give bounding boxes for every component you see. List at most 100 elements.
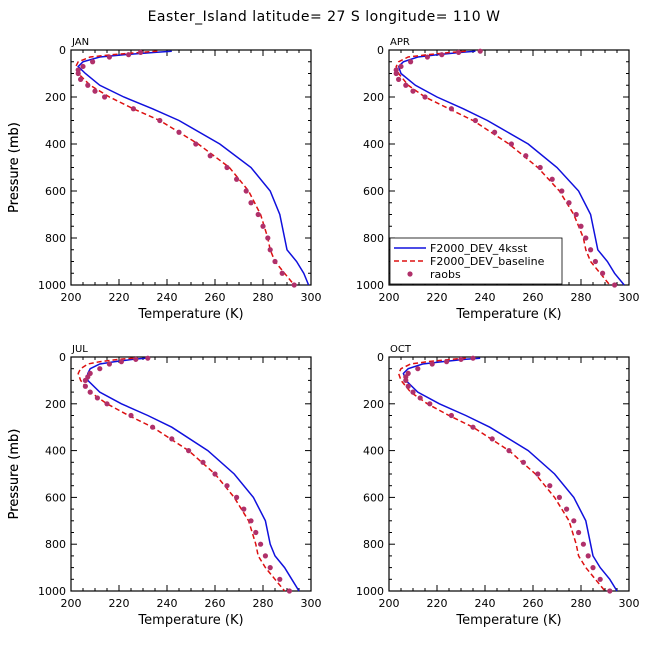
panel-title: JUL [71, 344, 88, 355]
raobs-point [272, 258, 278, 265]
x-axis-label: Temperature (K) [137, 613, 243, 628]
raobs-point [549, 176, 555, 182]
x-tick-label: 200 [61, 597, 82, 610]
raobs-point [255, 211, 261, 218]
y-tick-label: 200 [363, 398, 384, 411]
y-tick-label: 1000 [356, 279, 384, 292]
raobs-point [422, 94, 428, 100]
x-tick-label: 200 [379, 597, 400, 610]
raobs-point [448, 412, 454, 419]
panel-title: OCT [390, 344, 412, 355]
y-tick-label: 800 [45, 538, 66, 551]
raobs-point [80, 63, 86, 70]
raobs-point [106, 54, 112, 60]
raobs-point [489, 436, 495, 442]
raobs-point [547, 483, 553, 489]
plot-frame [70, 49, 312, 286]
raobs-point [578, 223, 584, 229]
raobs-point [439, 52, 445, 58]
raobs-point [200, 459, 206, 465]
x-tick-label: 280 [253, 291, 274, 304]
raobs-point [104, 401, 110, 407]
raobs-point [556, 494, 563, 500]
raobs-point [85, 82, 91, 88]
raobs-point [470, 424, 476, 430]
raobs-point [585, 553, 591, 559]
raobs-point [133, 356, 139, 362]
raobs-point [398, 63, 404, 70]
x-tick-label: 220 [109, 597, 130, 610]
x-tick-label: 260 [205, 597, 226, 610]
raobs-point [212, 471, 218, 477]
raobs-point [260, 223, 266, 229]
raobs-point [607, 588, 613, 594]
raobs-point [403, 82, 409, 88]
raobs-point [588, 247, 594, 253]
baseline-series-line [395, 50, 611, 286]
raobs-point [130, 106, 136, 112]
raobs-point [448, 106, 454, 112]
raobs-point [176, 129, 182, 135]
raobs-point [94, 395, 100, 401]
x-tick-label: 300 [619, 597, 640, 610]
raobs-point [424, 54, 430, 60]
legend-label: F2000_DEV_baseline [430, 255, 545, 268]
x-tick-label: 280 [571, 291, 592, 304]
raobs-point [90, 59, 96, 65]
x-tick-label: 300 [619, 291, 640, 304]
y-tick-label: 800 [363, 232, 384, 245]
raobs-point [408, 59, 414, 65]
x-tick-label: 260 [205, 291, 226, 304]
raobs-point [396, 76, 402, 82]
4ksst-series-line [397, 50, 625, 286]
raobs-point [145, 355, 151, 361]
raobs-point [138, 49, 144, 55]
4ksst-series-line [77, 50, 310, 286]
x-tick-label: 240 [475, 597, 496, 610]
raobs-point [393, 70, 399, 77]
panel-title: APR [390, 37, 410, 48]
raobs-point [564, 506, 570, 512]
y-tick-label: 600 [45, 185, 66, 198]
y-tick-label: 800 [363, 538, 384, 551]
x-tick-label: 220 [427, 291, 448, 304]
raobs-point [82, 383, 88, 389]
y-tick-label: 0 [59, 351, 66, 364]
4ksst-series-line [402, 357, 618, 592]
raobs-point [520, 459, 527, 465]
raobs-point [597, 576, 603, 582]
legend-raobs-marker [407, 271, 413, 277]
figure-title: Easter_Island latitude= 27 S longitude= … [148, 9, 501, 25]
raobs-point [248, 518, 254, 524]
raobs-point [417, 395, 423, 401]
panel-jan: 200 220 240 260 280 300 0 200 400 600 800 1000 JAN Te… [7, 37, 322, 322]
4ksst-series-line [87, 357, 300, 592]
raobs-point [157, 117, 163, 124]
raobs-point [106, 361, 112, 367]
raobs-point [248, 200, 254, 206]
raobs-point [470, 355, 476, 361]
y-tick-label: 0 [59, 44, 66, 57]
baseline-series-line [397, 357, 606, 592]
y-tick-label: 0 [377, 351, 384, 364]
legend-label: F2000_DEV_4ksst [430, 242, 528, 255]
x-tick-label: 260 [523, 597, 544, 610]
raobs-point [592, 258, 599, 265]
legend-label: raobs [430, 268, 461, 281]
raobs-point [279, 270, 285, 276]
y-tick-label: 200 [45, 91, 66, 104]
raobs-point [410, 88, 416, 94]
raobs-point [128, 412, 134, 419]
y-tick-label: 400 [363, 445, 384, 458]
raobs-point [566, 200, 572, 206]
raobs-point [456, 49, 462, 55]
raobs-point [590, 565, 596, 571]
y-tick-label: 400 [45, 138, 66, 151]
raobs-point [580, 541, 587, 547]
raobs-point [118, 359, 124, 365]
raobs-point [258, 541, 264, 547]
raobs-point [234, 176, 240, 182]
raobs-point [583, 235, 589, 241]
raobs-point [241, 506, 247, 512]
